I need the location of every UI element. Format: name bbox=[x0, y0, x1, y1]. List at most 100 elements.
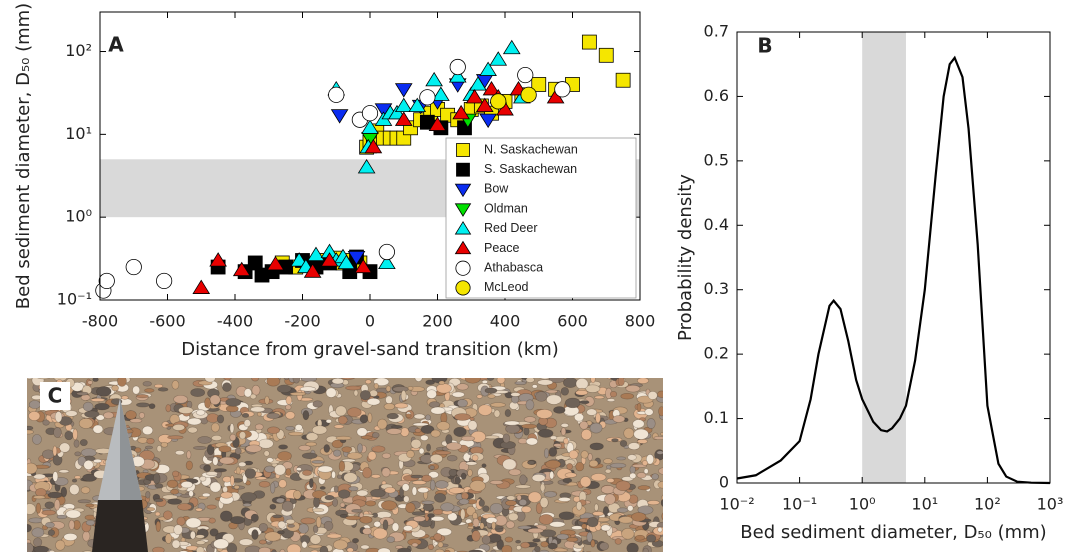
pebble bbox=[351, 508, 363, 513]
pebble bbox=[377, 418, 388, 430]
pebble bbox=[539, 496, 549, 509]
data-point bbox=[428, 116, 447, 131]
pebble bbox=[504, 409, 512, 418]
pebble bbox=[514, 381, 527, 385]
y-tick-label: 0.3 bbox=[704, 279, 729, 298]
plot-frame bbox=[99, 11, 641, 301]
pebble bbox=[48, 549, 56, 552]
pebble bbox=[27, 523, 32, 533]
pebble bbox=[146, 437, 155, 445]
pebble bbox=[28, 400, 41, 409]
pebble bbox=[84, 410, 100, 418]
data-point bbox=[469, 76, 487, 91]
pebble bbox=[288, 431, 304, 437]
pebble bbox=[68, 519, 75, 530]
pebble bbox=[196, 409, 206, 416]
pebble bbox=[414, 378, 423, 382]
pebble bbox=[467, 420, 478, 431]
pebble bbox=[301, 452, 318, 460]
pebble bbox=[193, 445, 207, 450]
pebble bbox=[285, 468, 292, 476]
pebble bbox=[586, 408, 598, 416]
pebble bbox=[309, 478, 314, 489]
pebble bbox=[55, 539, 66, 551]
pebble bbox=[461, 435, 476, 442]
x-tick-label: 600 bbox=[557, 312, 588, 331]
pebble bbox=[635, 534, 645, 541]
pebble bbox=[339, 513, 348, 519]
pebble bbox=[420, 424, 435, 434]
pebble bbox=[548, 378, 565, 384]
data-point bbox=[581, 34, 597, 50]
pebble bbox=[381, 467, 391, 478]
pebble bbox=[620, 392, 635, 400]
pebble bbox=[621, 527, 635, 540]
pebble bbox=[92, 458, 102, 464]
pebble bbox=[413, 413, 426, 420]
pebble bbox=[226, 542, 238, 552]
pebble bbox=[312, 525, 319, 533]
legend-marker bbox=[454, 221, 472, 235]
pebble bbox=[435, 383, 452, 394]
pebble bbox=[325, 387, 337, 398]
pebble bbox=[519, 378, 529, 379]
pebble bbox=[176, 516, 186, 526]
pebble bbox=[83, 459, 94, 470]
pebble bbox=[111, 384, 119, 392]
pebble bbox=[606, 398, 616, 402]
y-tick-label: 0.6 bbox=[704, 86, 729, 105]
data-point bbox=[554, 81, 571, 98]
pebble bbox=[103, 411, 114, 419]
pebble bbox=[434, 548, 445, 552]
pebble bbox=[537, 379, 554, 386]
pebble bbox=[353, 389, 359, 397]
legend-label: N. Saskachewan bbox=[484, 142, 578, 156]
pebble bbox=[589, 442, 604, 451]
y-axis-label: Bed sediment diameter, D₅₀ (mm) bbox=[13, 3, 34, 309]
data-point bbox=[307, 246, 325, 262]
pebble bbox=[362, 467, 373, 479]
pebble bbox=[397, 547, 412, 552]
pebble bbox=[407, 386, 414, 391]
pebble bbox=[155, 520, 161, 532]
pebble bbox=[632, 419, 645, 429]
pebble bbox=[481, 379, 488, 384]
pebble bbox=[586, 517, 599, 528]
pebble bbox=[42, 419, 50, 426]
pebble bbox=[644, 408, 654, 416]
x-tick-label: 10⁰ bbox=[849, 495, 876, 514]
legend-box bbox=[445, 137, 637, 299]
pebble bbox=[201, 492, 211, 498]
pebble bbox=[32, 495, 46, 500]
pebble bbox=[447, 512, 458, 522]
pebble bbox=[251, 378, 260, 382]
panel-label: B bbox=[757, 34, 772, 58]
pebble bbox=[478, 499, 485, 507]
pebble bbox=[274, 464, 286, 476]
pebble bbox=[305, 441, 317, 447]
pebble bbox=[476, 394, 483, 399]
pebble bbox=[45, 521, 55, 528]
pebble bbox=[545, 459, 561, 469]
pebble bbox=[647, 391, 658, 400]
pebble bbox=[187, 417, 202, 426]
pebble bbox=[64, 430, 74, 441]
pebble bbox=[258, 522, 268, 532]
pebble bbox=[487, 394, 496, 399]
pebble bbox=[219, 456, 235, 465]
pebble bbox=[579, 400, 590, 405]
pebble bbox=[531, 384, 538, 389]
pebble bbox=[505, 424, 521, 434]
pebble bbox=[250, 406, 266, 413]
pebble bbox=[239, 431, 247, 440]
pebble bbox=[87, 380, 93, 385]
pebble bbox=[502, 433, 511, 444]
pebble bbox=[403, 495, 410, 503]
x-tick-label: -800 bbox=[82, 312, 118, 331]
pebble bbox=[627, 442, 641, 451]
pebble bbox=[41, 509, 56, 516]
pebble bbox=[390, 424, 403, 429]
pebble bbox=[172, 423, 186, 431]
pebble bbox=[594, 503, 599, 512]
data-point bbox=[361, 105, 379, 122]
